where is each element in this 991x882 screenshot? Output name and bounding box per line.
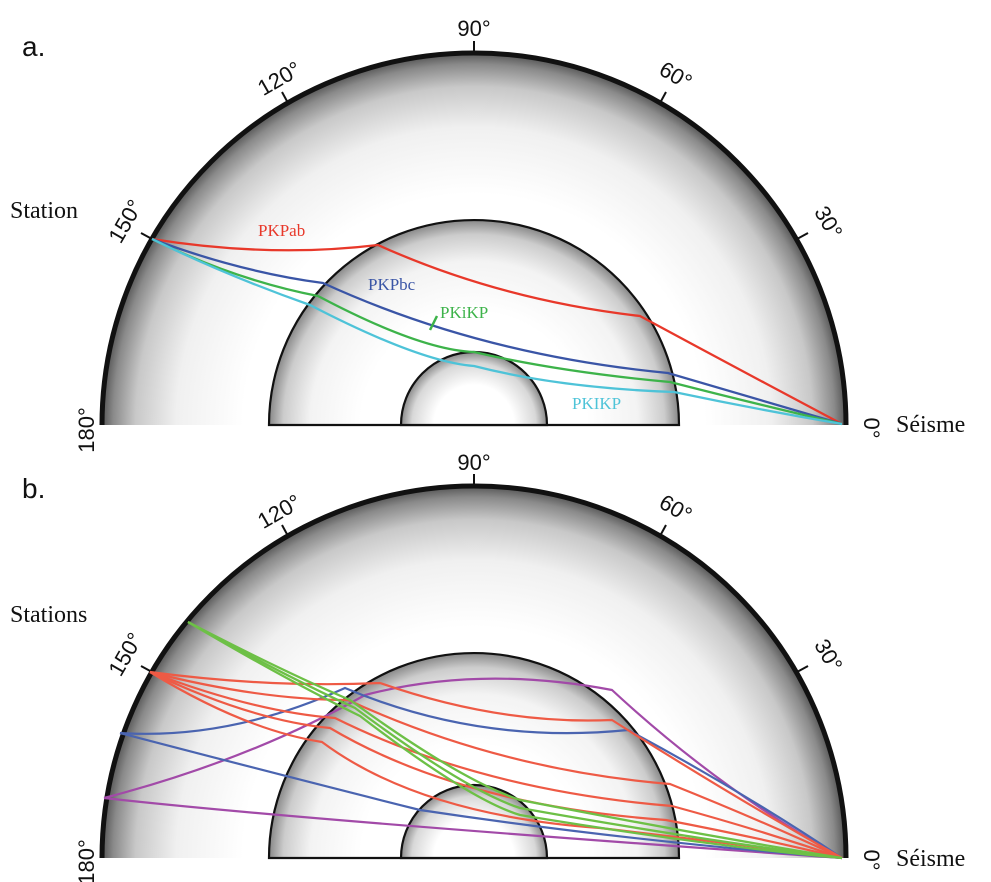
ray-pkpbc — [151, 237, 843, 426]
blue-ray-1 — [119, 731, 843, 860]
ray-label-pkikp-reflection: PKiKP — [440, 303, 488, 322]
blue-ray-2 — [119, 686, 843, 859]
red-ray-3 — [149, 670, 843, 860]
ray-label-pkikp: PKIKP — [572, 394, 621, 413]
panel-a-tick-90: 90° — [457, 16, 490, 41]
panel-a-tick-150: 150° — [103, 195, 147, 247]
panel-b-inner-core — [399, 783, 549, 860]
ray-pkikp-inner-reflection — [151, 237, 843, 426]
panel-b-tick-0: 0° — [859, 849, 884, 870]
panel-b-tick-120: 120° — [253, 489, 305, 533]
panel-b-tick-180: 180° — [74, 839, 99, 882]
ray-label-pkpab: PKPab — [258, 221, 305, 240]
panel-a-tick-180: 180° — [74, 407, 99, 453]
pkikp-label-leader — [428, 315, 439, 331]
red-rays — [149, 670, 843, 860]
ray-label-pkpbc: PKPbc — [368, 275, 416, 294]
ray-pkikp — [151, 237, 843, 426]
panel-a-outer-core — [267, 218, 681, 427]
panel-a-tick-30: 30° — [809, 202, 847, 243]
green-ray-3 — [187, 621, 843, 860]
panel-a: a. 90° 120° 60° 150° 30° 180° 0° Station… — [10, 16, 965, 453]
green-ray-2 — [187, 620, 843, 860]
panel-a-tick-120: 120° — [253, 56, 305, 100]
purple-ray-1 — [103, 796, 843, 860]
purple-rays — [103, 677, 843, 860]
panel-b-tick-30: 30° — [809, 635, 847, 676]
panel-b-letter: b. — [22, 473, 45, 504]
panel-b-outer-core — [267, 651, 681, 860]
purple-ray-2 — [103, 677, 843, 859]
panel-a-station-label: Station — [10, 198, 78, 224]
ray-pkpab — [151, 237, 843, 426]
panel-b-tick-150: 150° — [103, 628, 147, 680]
green-rays — [187, 620, 843, 860]
panel-b-tick-90: 90° — [457, 450, 490, 475]
panel-b-stations-label: Stations — [10, 602, 87, 628]
red-ray-2 — [149, 670, 843, 859]
panel-a-tick-60: 60° — [655, 56, 696, 94]
red-ray-1 — [149, 670, 843, 859]
panel-a-letter: a. — [22, 31, 45, 62]
panel-b-surface — [99, 483, 849, 859]
panel-a-source-label: Séisme — [896, 412, 965, 438]
green-ray-1 — [187, 620, 843, 860]
red-ray-5 — [149, 671, 843, 860]
panel-a-surface — [99, 50, 849, 426]
panel-b-source-label: Séisme — [896, 846, 965, 872]
panel-b: b. 90° 120° 60° 150° 30° 180° 0° Station… — [10, 450, 965, 882]
blue-rays — [119, 686, 843, 860]
panel-a-tick-marks — [140, 41, 809, 240]
panel-b-tick-60: 60° — [655, 489, 696, 527]
panel-a-tick-0: 0° — [859, 417, 884, 438]
